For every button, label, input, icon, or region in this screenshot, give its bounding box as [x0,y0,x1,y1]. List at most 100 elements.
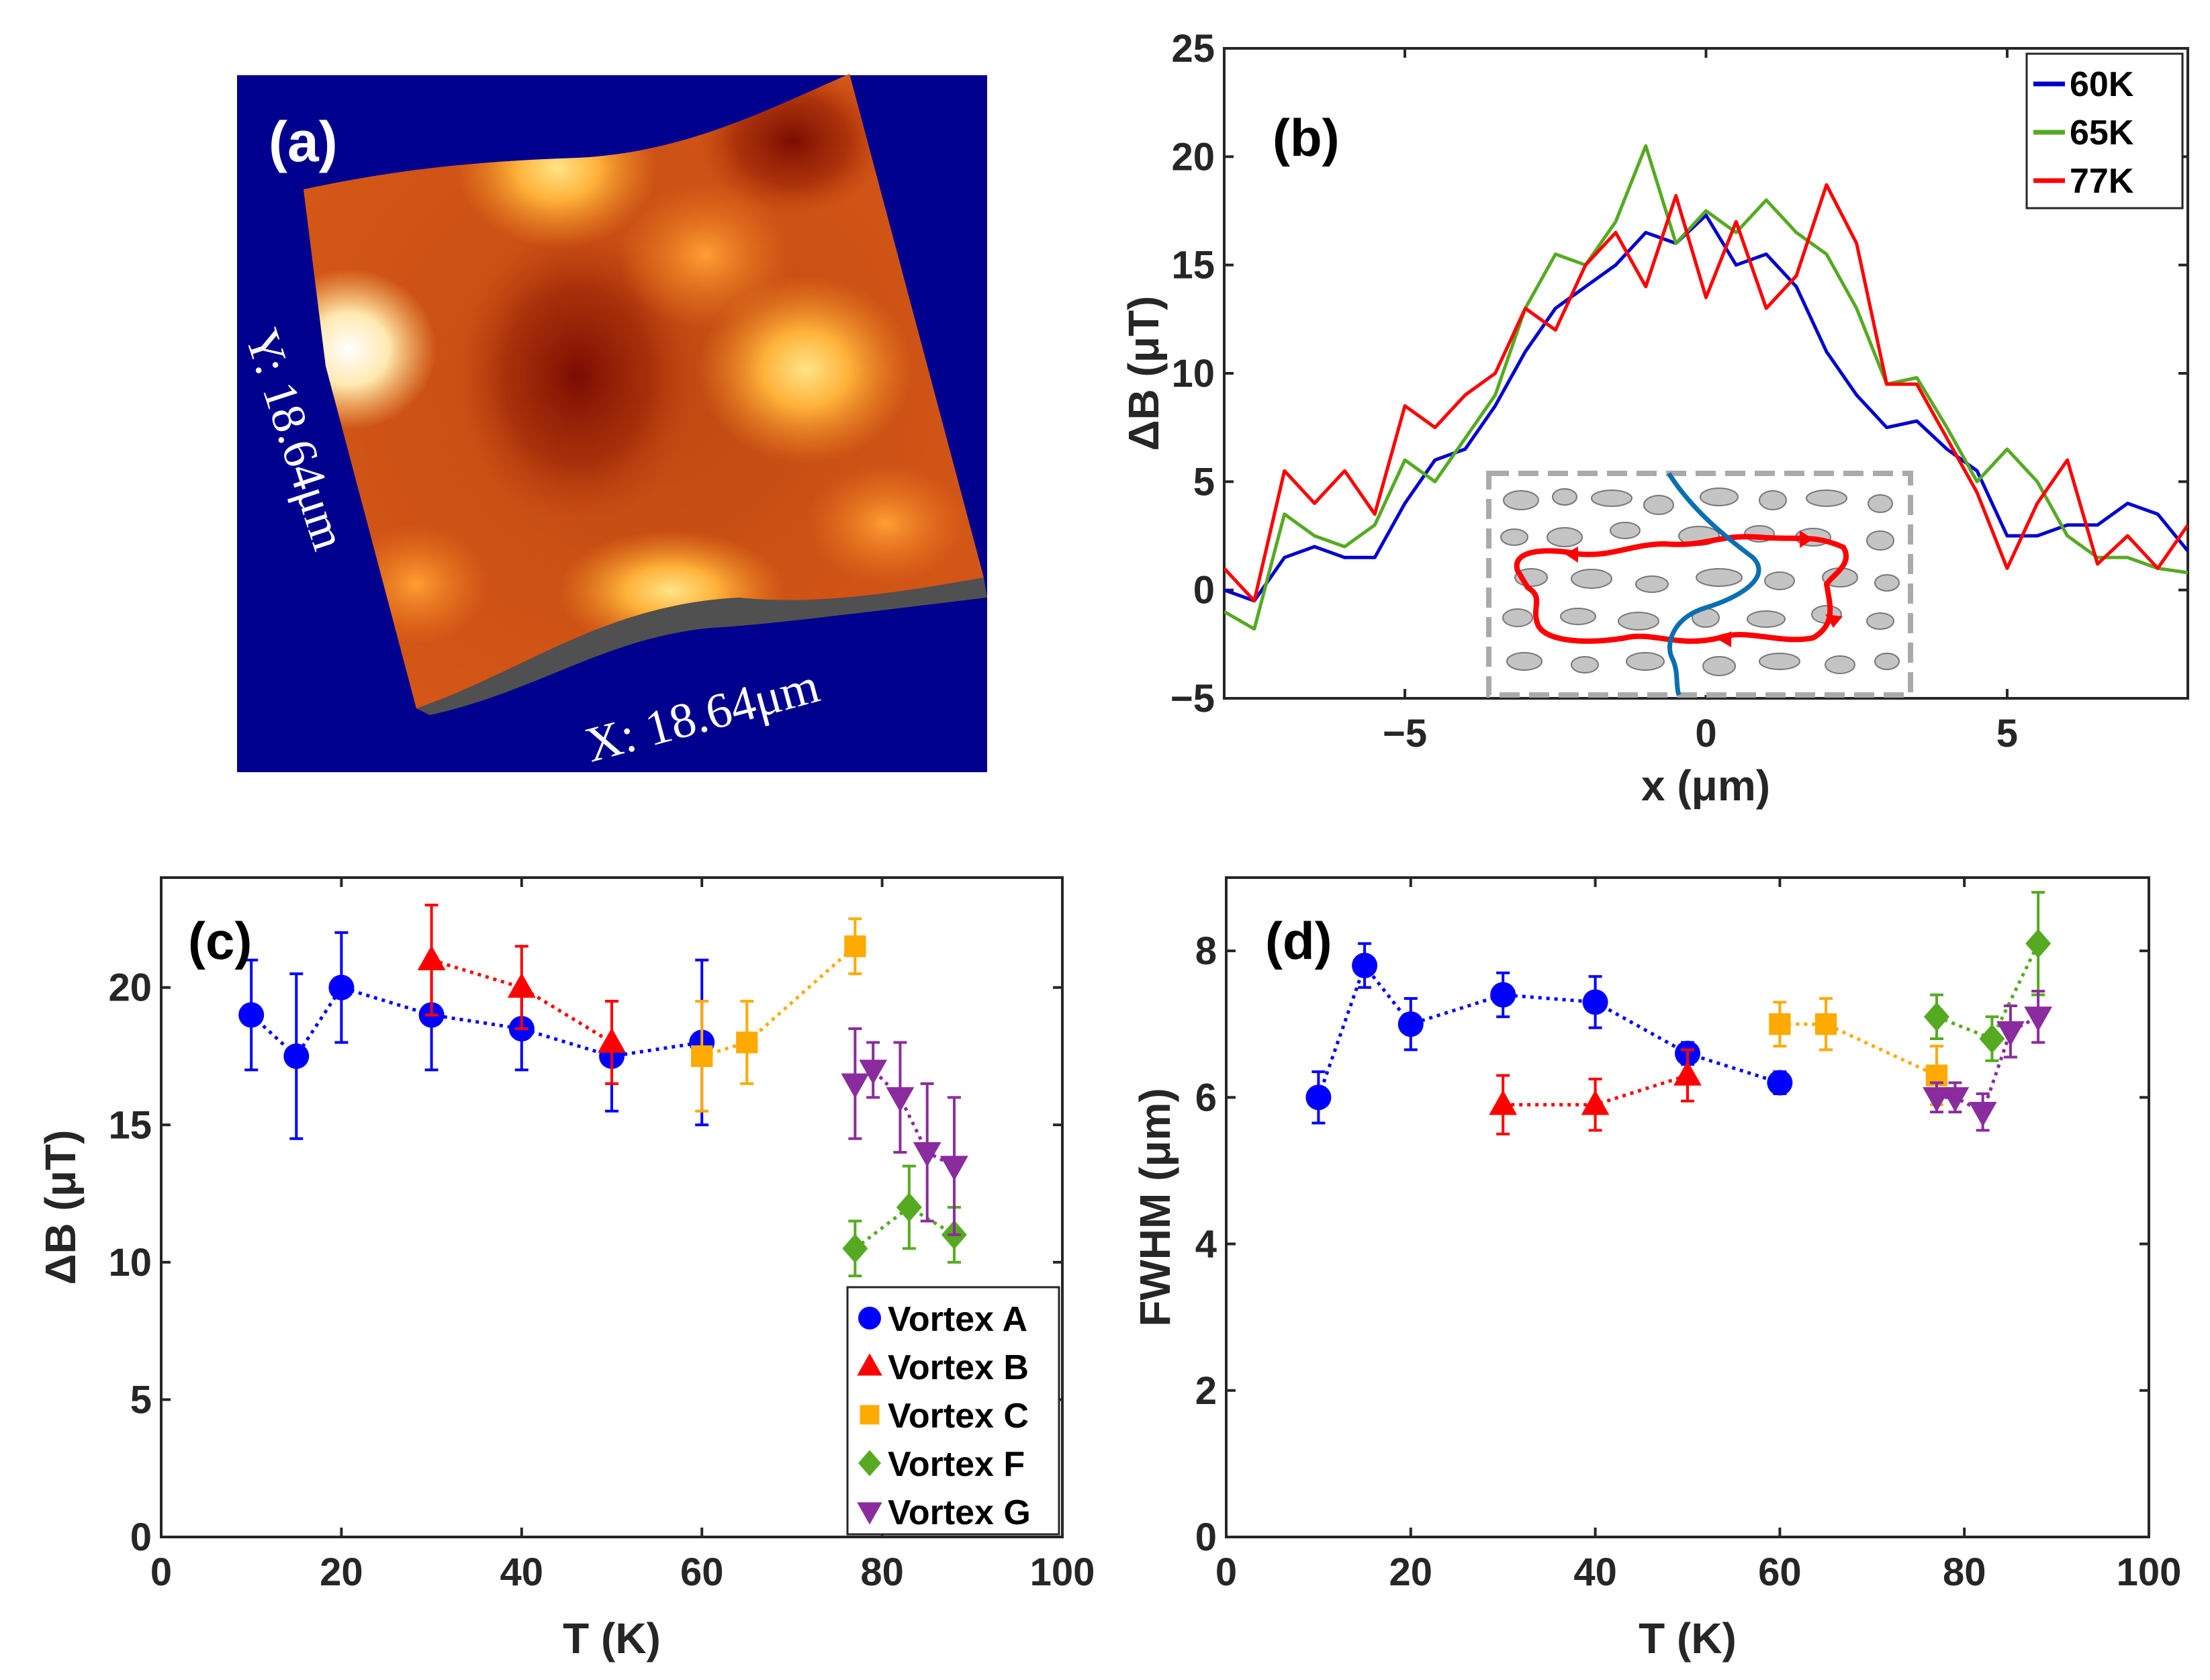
y-tick-label: −5 [1170,677,1215,720]
inset-arrow [1565,547,1578,563]
x-tick-label: 20 [320,1550,363,1594]
legend-label: Vortex F [888,1445,1025,1484]
data-point [896,1193,922,1222]
data-point [507,972,536,998]
panel-b-x-axis-title: x (μm) [1641,761,1770,810]
series-line-77K [1224,183,2188,603]
y-tick-label: 5 [1193,460,1215,504]
legend-label: Vortex G [888,1493,1031,1532]
panel-b-legend: 60K 65K 77K [2025,52,2184,209]
data-point [1305,1084,1332,1111]
y-tick-label: 15 [1171,244,1215,287]
legend-label: 60K [2070,65,2134,104]
y-tick-label: 8 [1195,929,1217,973]
inset-arrow [1800,530,1813,548]
x-tick-label: 100 [2117,1550,2182,1594]
data-point [1941,1087,1970,1113]
y-tick-label: 20 [108,966,152,1010]
inset-arrow [1825,614,1843,628]
x-tick-label: 0 [1215,1550,1237,1594]
panel-b-series [1224,144,2188,631]
y-tick-label: 10 [108,1241,152,1285]
data-point [859,1060,888,1085]
data-point [1767,1070,1793,1096]
panel-c-legend: Vortex A Vortex B Vortex C Vortex F Vortex G [846,1286,1060,1536]
panel-d-tag: (d) [1265,911,1332,970]
data-point [283,1043,310,1069]
panel-b-y-axis-title: ΔB (μT) [1119,296,1168,451]
y-tick-label: 10 [1171,352,1215,395]
y-tick-label: 5 [130,1378,152,1421]
data-point [691,1045,713,1068]
x-tick-label: 0 [150,1550,172,1594]
x-tick-label: 60 [680,1550,724,1594]
x-tick-label: 60 [1758,1550,1802,1594]
x-tick-label: 5 [1996,712,2018,755]
legend-marker [858,1450,881,1477]
series-line-65K [1224,144,2188,631]
legend-marker [858,1307,881,1329]
data-point [1582,989,1608,1015]
panel-d-frame [1225,876,2150,1538]
x-tick-label: 40 [1573,1550,1617,1594]
data-point [842,1233,868,1264]
data-point [1489,1090,1518,1115]
panel-d-ticks: 0 20 40 60 80 100 0 2 4 6 8 [1195,878,2182,1594]
panel-c-x-axis-title: T (K) [563,1614,661,1663]
panel-a: (a) Y: 18.64μm X: 18.64μm [235,74,987,773]
panel-b-inset [1486,471,1913,698]
legend-label: 65K [2070,113,2134,152]
data-point [2024,1007,2053,1032]
panel-d: 0 20 40 60 80 100 0 2 4 6 8 (d) T (K) FWHM (μm) [1131,876,2182,1663]
surface-side-bottom [416,577,987,715]
legend-label: Vortex B [888,1348,1029,1387]
legend-marker [860,1405,880,1425]
series-line-60K [1224,214,2188,603]
panel-d-series [1305,890,2053,1135]
legend-label: 77K [2070,162,2134,201]
inset-current-loop [1514,534,1849,644]
y-tick-label: 0 [130,1515,152,1559]
data-point [1923,1002,1949,1032]
y-tick-label: 4 [1195,1223,1217,1266]
panel-b-tag: (b) [1273,108,1340,167]
panel-d-y-axis-title: FWHM (μm) [1131,1088,1179,1327]
legend-label: Vortex C [888,1397,1029,1436]
data-point [1673,1060,1702,1086]
data-point [598,1027,626,1053]
y-tick-label: 25 [1171,27,1215,71]
data-point [328,974,355,1000]
data-point [886,1087,915,1113]
panel-c-tag: (c) [188,911,252,970]
data-point [1769,1013,1791,1035]
data-point [940,1156,968,1181]
data-point [1581,1090,1610,1115]
data-point [1923,1087,1951,1113]
data-point [238,1002,265,1028]
data-point [736,1031,758,1054]
panel-d-x-axis-title: T (K) [1639,1614,1737,1663]
data-point [1490,982,1516,1008]
inset-arrow [1718,631,1731,647]
legend-marker [857,1502,882,1525]
inset-grains [1500,487,1900,676]
y-tick-label: 0 [1195,1515,1217,1559]
panel-b-ticks: −5 0 5 −5 0 5 10 15 20 25 [1170,27,2188,755]
data-point [1968,1101,1997,1127]
panel-c-y-axis-title: ΔB (μT) [36,1130,85,1285]
data-point [1397,1011,1424,1037]
data-point [417,945,446,970]
inset-flux-line [1667,472,1761,696]
data-point [1979,1024,2005,1054]
y-tick-label: 15 [108,1103,152,1147]
x-tick-label: 40 [500,1550,544,1594]
panel-c-series [238,903,968,1278]
y-tick-label: 2 [1195,1369,1217,1413]
data-point [841,1073,870,1099]
x-tick-label: 80 [1943,1550,1986,1594]
x-tick-label: 0 [1695,712,1716,755]
legend-label: Vortex A [888,1300,1027,1339]
data-point [1996,1021,2025,1046]
legend-box [846,1286,1060,1536]
